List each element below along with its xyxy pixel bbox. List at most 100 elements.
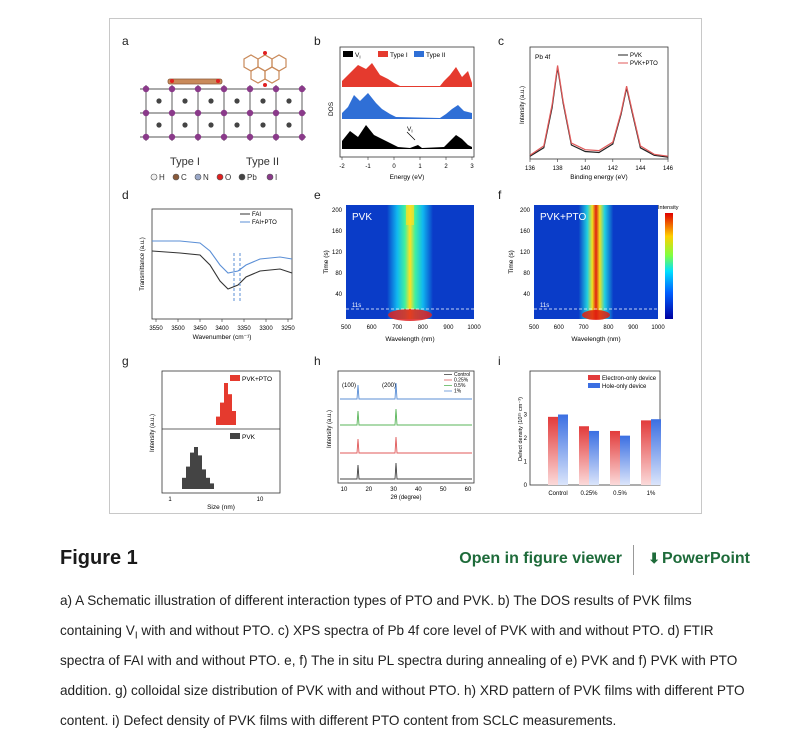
- legend-label-i: I: [275, 173, 277, 182]
- panel-a-schematic: Type I Type II H C N O Pb I: [140, 51, 306, 182]
- caption-part-2: with and without PTO. c) XPS spectra of …: [60, 623, 745, 728]
- pl-xtick: 800: [418, 325, 429, 331]
- pl-xtick: 500: [341, 325, 352, 331]
- panel-letter-i: i: [498, 354, 501, 368]
- pl-ytick: 120: [520, 250, 531, 256]
- panel-e-pl-heatmap: 11s PVK 500 600 700 800 900 1000 40 80 120 160 200…: [323, 205, 481, 343]
- pl-f-map: [534, 205, 658, 319]
- dos-xtick: 3: [470, 164, 474, 170]
- xps-frame: [529, 46, 669, 160]
- ftir-legend-fai: FAI: [252, 212, 261, 218]
- panel-letter-d: d: [122, 188, 129, 202]
- xps-xlabel: Binding energy (eV): [570, 174, 627, 181]
- xrd-xtick: 10: [341, 487, 348, 493]
- pl-ytick: 160: [520, 229, 531, 235]
- pl-ytick: 40: [335, 292, 342, 298]
- legend-label-o: O: [225, 173, 231, 182]
- legend-label-n: N: [203, 173, 209, 182]
- pl-xtick: 700: [579, 325, 590, 331]
- dos-xtick: -2: [339, 164, 345, 170]
- ftir-xtick: 3400: [215, 326, 229, 332]
- defect-bar-electron: [548, 416, 558, 485]
- xrd-legend-item: 0.5%: [454, 383, 466, 389]
- powerpoint-label: PowerPoint: [661, 550, 750, 567]
- defect-bar-electron: [579, 426, 589, 485]
- type-2-label: Type II: [246, 156, 279, 168]
- dos-xtick: 2: [444, 164, 448, 170]
- dos-xtick: 0: [392, 164, 396, 170]
- legend-type2: Type II: [426, 52, 446, 59]
- xrd-xtick: 50: [440, 487, 447, 493]
- defect-ytick: 2: [524, 436, 528, 442]
- xps-xtick: 146: [663, 166, 674, 172]
- panel-letter-b: b: [314, 34, 321, 48]
- defect-ytick: 1: [524, 460, 528, 466]
- size-xtick: 10: [257, 497, 264, 503]
- panel-f-pl-heatmap: 11s PVK+PTO Intensity 500 600 700 800 900 100…: [508, 205, 679, 343]
- pl-f-ylabel: Time (s): [508, 250, 515, 274]
- xrd-line-3: [340, 382, 472, 400]
- legend-atom-pb: [238, 173, 246, 181]
- ftir-xlabel: Wavenumber (cm⁻¹): [193, 334, 252, 341]
- defect-legend-electron: Electron-only device: [602, 376, 657, 382]
- size-bar-pvk: [190, 452, 194, 489]
- xrd-peak-100: (100): [342, 383, 356, 389]
- ftir-fai-pto-line: [152, 240, 293, 274]
- legend-label-h: H: [159, 173, 165, 182]
- size-bar-pvk: [210, 483, 214, 489]
- legend-swatch-type1: [378, 51, 388, 57]
- powerpoint-download-link[interactable]: ⬇ PowerPoint: [648, 550, 750, 568]
- type-1-label: Type I: [170, 156, 200, 168]
- legend-atom-n: [194, 173, 202, 181]
- xrd-xtick: 40: [415, 487, 422, 493]
- size-ylabel: Intensity (a.u.): [150, 414, 156, 452]
- size-bar-pvk: [186, 466, 190, 489]
- dos-xtick: -1: [365, 164, 371, 170]
- panel-letter-f: f: [498, 188, 502, 202]
- ftir-ylabel: Transmittance (a.u.): [140, 237, 146, 290]
- size-bar-pvk: [182, 477, 186, 489]
- defect-category-label: 1%: [647, 491, 656, 497]
- dos-xtick: 1: [418, 164, 422, 170]
- pl-f-xlabel: Wavelength (nm): [571, 336, 620, 343]
- pl-e-ylabel: Time (s): [323, 250, 330, 274]
- xrd-legend-item: 0.25%: [454, 378, 469, 384]
- pl-xtick: 600: [554, 325, 565, 331]
- panel-letter-h: h: [314, 354, 321, 368]
- xrd-legend-item: Control: [454, 372, 470, 378]
- defect-bar-electron: [610, 430, 620, 485]
- pl-ytick: 200: [520, 208, 531, 214]
- xps-ylabel: Intensity (a.u.): [520, 86, 526, 124]
- pl-e-xlabel: Wavelength (nm): [385, 336, 434, 343]
- pl-ytick: 120: [332, 250, 343, 256]
- xrd-legend-item: 1%: [454, 389, 462, 395]
- toolbar-divider: [633, 545, 634, 575]
- legend-swatch-type2: [414, 51, 424, 57]
- pto-molecule-type-1: [167, 78, 223, 85]
- colorbar-title: Intensity: [658, 205, 679, 211]
- figure-image[interactable]: a b c d e f g h i Type I Type II H C N O Pb I: [109, 18, 702, 514]
- pl-e-dash-label: 11s: [352, 303, 361, 309]
- defect-legend-hole: Hole-only device: [602, 384, 647, 390]
- pl-xtick: 700: [392, 325, 403, 331]
- pl-ytick: 40: [523, 292, 530, 298]
- xps-xtick: 144: [635, 166, 646, 172]
- panel-letter-e: e: [314, 188, 321, 202]
- dos-xlabel: Energy (eV): [390, 174, 425, 181]
- defect-bar-electron: [641, 420, 651, 485]
- pl-f-title: PVK+PTO: [540, 212, 586, 223]
- pl-xtick: 900: [628, 325, 639, 331]
- size-bar-pvk-pto: [232, 411, 236, 425]
- ftir-xtick: 3250: [281, 326, 295, 332]
- pl-xtick: 1000: [467, 325, 481, 331]
- panel-letter-g: g: [122, 354, 129, 368]
- size-bar-pvk: [202, 469, 206, 489]
- legend-type1: Type I: [390, 52, 408, 59]
- pl-xtick: 800: [603, 325, 614, 331]
- xps-corner-label: Pb 4f: [535, 54, 550, 61]
- caption-part-1: a) A Schematic illustration of different…: [60, 593, 692, 638]
- xrd-line-2: [340, 408, 472, 426]
- xps-line-pvk-pto: [529, 65, 669, 157]
- xrd-line-0: [340, 462, 472, 480]
- open-figure-viewer-link[interactable]: Open in figure viewer: [459, 550, 622, 567]
